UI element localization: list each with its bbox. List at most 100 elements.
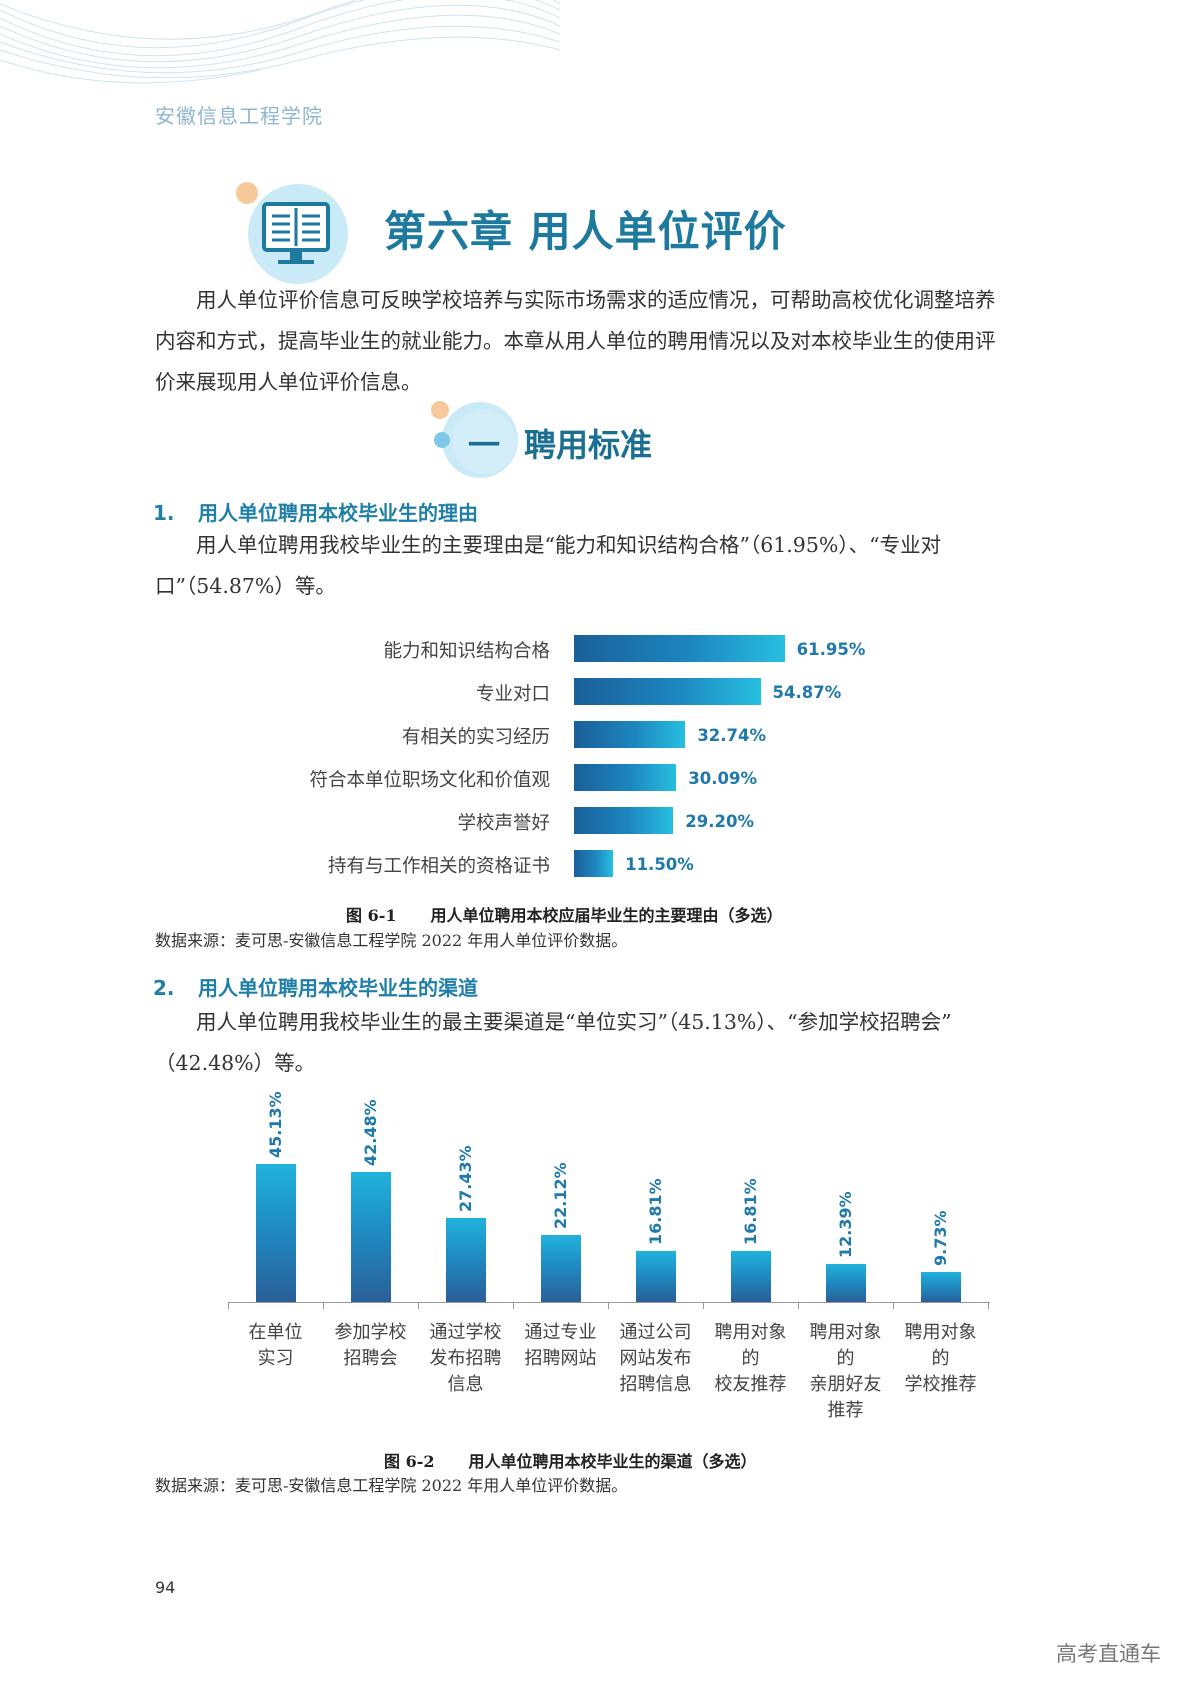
x-axis-tick [608,1302,609,1309]
bar [574,764,677,791]
bar-category-label: 有相关的实习经历 [401,727,550,748]
x-axis-tick [703,1302,704,1309]
subsection-number: 1. [153,501,175,525]
subsection-title: 用人单位聘用本校毕业生的渠道 [198,976,478,1000]
bar-category-label: 学校声誉好 [457,813,550,834]
bar-category-label: 参加学校 招聘会 [323,1320,419,1372]
category-label-line: 的 [741,1348,760,1369]
category-label-line: 通过专业 [524,1322,597,1343]
bar [825,1264,866,1302]
subsection-number: 2. [153,976,175,1000]
bar [350,1172,391,1302]
category-label-line: 亲朋好友 [809,1374,882,1395]
figure-2-caption: 图 6-2 用人单位聘用本校毕业生的渠道（多选） [384,1448,757,1472]
figure-label: 图 6-2 [384,1452,435,1471]
x-axis-tick [893,1302,894,1309]
bar-category-label: 在单位 实习 [228,1320,324,1372]
bar [574,807,674,834]
bar [730,1250,771,1302]
category-label-line: 信息 [447,1374,484,1395]
bar [574,721,686,748]
subsection-2-paragraph: 用人单位聘用我校毕业生的最主要渠道是“单位实习”（45.13%）、“参加学校招聘… [155,1002,1035,1084]
category-label-line: 通过公司 [619,1322,692,1343]
category-label-line: 聘用对象 [714,1322,787,1343]
subsection-2-heading: 2. 用人单位聘用本校毕业生的渠道 [153,972,478,1001]
bar-category-label: 通过公司 网站发布 招聘信息 [608,1320,704,1398]
bar-value-label: 22.12% [550,1161,570,1229]
bar-value-label: 16.81% [645,1178,665,1245]
category-label-line: 的 [931,1348,950,1369]
x-axis-tick [798,1302,799,1309]
watermark: 高考直通车 [1056,1642,1161,1666]
bar-value-label: 9.73% [930,1210,950,1267]
section-title: 聘用标准 [524,426,653,464]
section-number: 一 [468,426,501,464]
paragraph-line: 用人单位聘用我校毕业生的最主要渠道是“单位实习”（45.13%）、“参加学校招聘… [196,1010,952,1034]
figure-2-source: 数据来源：麦可思-安徽信息工程学院 2022 年用人单位评价数据。 [155,1476,628,1495]
bar-category-label: 聘用对象的亲朋好友推荐 [798,1320,894,1424]
paragraph-line: 口”（54.87%）等。 [155,574,336,598]
bar-category-label: 通过专业 招聘网站 [513,1320,609,1372]
subsection-1-paragraph: 用人单位聘用我校毕业生的主要理由是“能力和知识结构合格”（61.95%）、“专业… [155,525,1035,607]
category-label-line: 发布招聘 [429,1348,502,1369]
bar-category-label: 符合本单位职场文化和价值观 [309,770,550,791]
book-monitor-icon [236,182,348,284]
figure-1-source: 数据来源：麦可思-安徽信息工程学院 2022 年用人单位评价数据。 [155,931,628,950]
intro-line: 价来展现用人单位评价信息。 [155,370,422,394]
x-axis-tick [988,1302,989,1309]
category-label-line: 网站发布 [619,1348,692,1369]
bar [255,1164,296,1302]
x-axis [228,1302,990,1303]
school-name: 安徽信息工程学院 [155,104,323,128]
category-label-line: 聘用对象 [809,1322,882,1343]
bar-category-label: 持有与工作相关的资格证书 [327,856,550,877]
category-label-line: 推荐 [827,1400,864,1421]
bar [635,1250,676,1302]
category-label-line: 的 [836,1348,855,1369]
bar [574,850,614,877]
figure-title: 用人单位聘用本校毕业生的渠道（多选） [468,1452,757,1471]
x-axis-tick [513,1302,514,1309]
page-number: 94 [155,1578,176,1597]
bar-category-label: 聘用对象的校友推荐 [703,1320,799,1398]
bar [574,635,785,662]
category-label-line: 学校推荐 [904,1374,977,1395]
figure-1-caption: 图 6-1 用人单位聘用本校应届毕业生的主要理由（多选） [346,902,783,926]
x-axis-tick [228,1302,229,1309]
bar [445,1218,486,1302]
paragraph-line: （42.48%）等。 [155,1051,316,1075]
bar [920,1272,961,1302]
bar-value-label: 29.20% [685,812,754,831]
header-wave-decoration [0,0,560,84]
subsection-1-heading: 1. 用人单位聘用本校毕业生的理由 [153,497,478,526]
category-label-line: 参加学校 [334,1322,407,1343]
bar-value-label: 54.87% [772,683,842,702]
figure-label: 图 6-1 [346,906,397,925]
bar [574,678,761,705]
category-label-line: 招聘会 [343,1348,398,1369]
bar-value-label: 27.43% [455,1145,475,1213]
paragraph-line: 用人单位聘用我校毕业生的主要理由是“能力和知识结构合格”（61.95%）、“专业… [196,533,942,557]
intro-paragraph: 用人单位评价信息可反映学校培养与实际市场需求的适应情况，可帮助高校优化调整培养 … [155,280,1035,403]
category-label-line: 在单位 [248,1322,303,1343]
category-label-line: 校友推荐 [714,1374,787,1395]
figure-title: 用人单位聘用本校应届毕业生的主要理由（多选） [430,906,783,925]
bar-category-label: 聘用对象的学校推荐 [893,1320,989,1398]
category-label-line: 招聘网站 [524,1348,597,1369]
bar-value-label: 16.81% [740,1178,760,1245]
bar-value-label: 61.95% [796,640,866,659]
bar-category-label: 能力和知识结构合格 [383,641,550,662]
intro-line: 用人单位评价信息可反映学校培养与实际市场需求的适应情况，可帮助高校优化调整培养 [196,288,996,312]
bar-value-label: 11.50% [625,855,694,874]
bar-category-label: 通过学校发布招聘信息 [418,1320,514,1398]
bar-value-label: 45.13% [265,1091,285,1159]
bar-value-label: 42.48% [360,1099,380,1167]
chapter-title: 第六章 用人单位评价 [384,207,787,256]
x-axis-tick [418,1302,419,1309]
intro-line: 内容和方式，提高毕业生的就业能力。本章从用人单位的聘用情况以及对本校毕业生的使用… [155,329,996,353]
x-axis-tick [323,1302,324,1309]
category-label-line: 通过学校 [429,1322,502,1343]
bar-value-label: 30.09% [688,769,758,788]
bar-value-label: 32.74% [697,726,767,745]
bar-value-label: 12.39% [835,1191,855,1259]
